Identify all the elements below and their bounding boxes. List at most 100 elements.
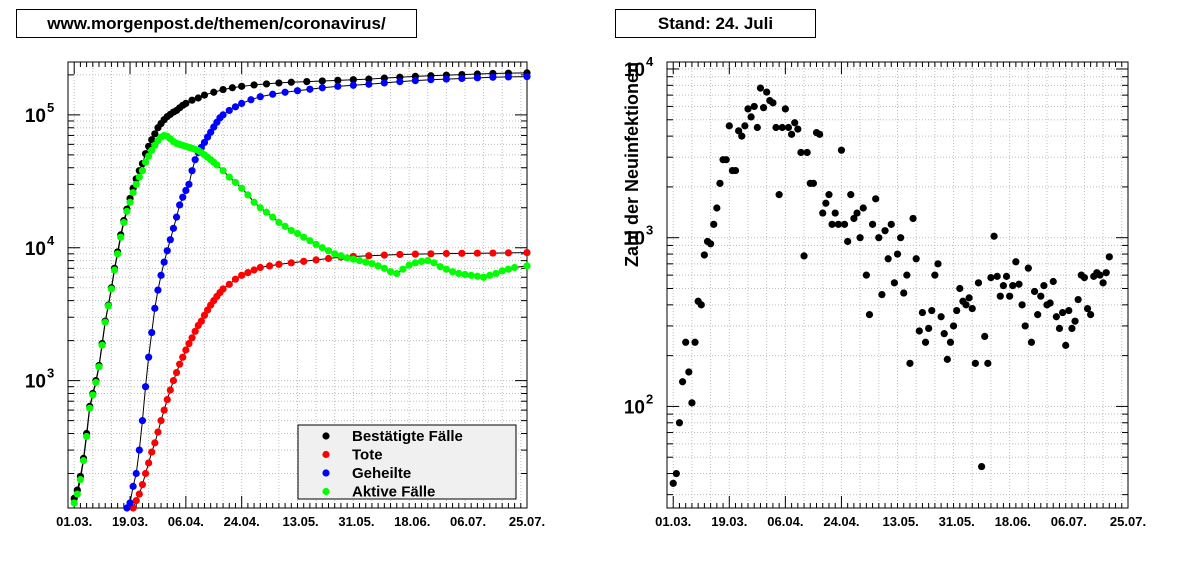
- legend-box: [297, 424, 517, 500]
- data-point: [225, 280, 233, 288]
- data-point: [129, 189, 137, 197]
- data-point: [523, 262, 531, 270]
- data-point: [318, 244, 326, 252]
- x-tick-label: 18.06.: [394, 514, 430, 529]
- data-point: [157, 417, 165, 425]
- data-point: [897, 234, 905, 242]
- data-point: [925, 324, 933, 333]
- data-point: [179, 353, 187, 361]
- y-tick-label: 10: [624, 60, 645, 81]
- data-point: [999, 282, 1008, 290]
- data-point: [756, 84, 765, 92]
- data-point: [411, 77, 419, 85]
- data-point: [906, 359, 914, 367]
- data-point: [840, 220, 849, 228]
- data-point: [380, 251, 388, 259]
- data-point: [934, 260, 942, 268]
- data-point: [163, 395, 171, 404]
- data-point: [73, 490, 81, 498]
- data-point: [141, 469, 150, 478]
- data-point: [725, 122, 733, 130]
- data-point: [1034, 311, 1042, 319]
- data-point: [244, 269, 252, 277]
- data-point: [163, 247, 171, 255]
- data-point: [275, 260, 283, 268]
- data-point: [120, 218, 128, 227]
- y-tick-exponent: 5: [47, 100, 54, 115]
- data-point: [349, 76, 357, 84]
- data-point: [250, 198, 258, 206]
- data-point: [281, 222, 289, 230]
- data-point: [816, 130, 824, 138]
- data-point: [132, 497, 140, 505]
- data-point: [987, 274, 995, 282]
- data-point: [219, 285, 227, 293]
- data-point: [132, 180, 140, 188]
- series-1: [129, 248, 531, 512]
- data-point: [179, 193, 187, 201]
- data-point: [182, 186, 190, 195]
- x-tick-label: 01.03.: [56, 514, 92, 529]
- legend-label: Aktive Fälle: [352, 484, 435, 501]
- data-point: [185, 339, 193, 348]
- data-point: [166, 236, 174, 244]
- data-point: [148, 136, 156, 144]
- data-point: [411, 259, 419, 267]
- data-point: [424, 257, 432, 265]
- x-tick-label: 19.03.: [711, 514, 747, 529]
- data-point: [859, 204, 867, 212]
- x-tick-label: 06.04.: [767, 514, 803, 529]
- data-point: [1055, 324, 1064, 333]
- data-point: [101, 318, 109, 326]
- legend-marker: [322, 469, 330, 477]
- data-point: [819, 209, 827, 217]
- data-point: [238, 82, 246, 90]
- data-point: [76, 475, 85, 484]
- x-tick-label: 01.03.: [655, 514, 691, 529]
- data-point: [881, 227, 889, 235]
- data-point: [225, 173, 233, 181]
- data-point: [172, 213, 181, 221]
- data-point: [710, 220, 718, 228]
- data-point: [262, 208, 271, 216]
- data-point: [893, 250, 902, 258]
- data-point: [160, 406, 168, 414]
- data-point: [380, 264, 388, 272]
- data-point: [981, 332, 989, 341]
- data-point: [176, 360, 184, 368]
- data-point: [856, 234, 864, 242]
- data-point: [971, 359, 979, 367]
- data-point: [157, 271, 165, 279]
- data-point: [110, 266, 119, 274]
- x-tick-label: 06.07.: [450, 514, 486, 529]
- data-point: [219, 85, 227, 94]
- data-point: [691, 338, 699, 346]
- data-point: [722, 156, 730, 164]
- data-point: [349, 81, 357, 89]
- data-point: [731, 166, 740, 175]
- data-point: [831, 209, 839, 217]
- data-point: [688, 399, 696, 407]
- data-point: [83, 432, 91, 441]
- data-point: [303, 78, 311, 86]
- data-point: [822, 199, 830, 207]
- data-point: [713, 204, 721, 212]
- data-point: [763, 88, 771, 96]
- data-point: [225, 106, 233, 115]
- data-point: [349, 255, 357, 263]
- data-point: [256, 204, 264, 212]
- data-point: [1024, 264, 1032, 272]
- data-point: [442, 249, 450, 258]
- data-point: [200, 138, 209, 147]
- data-point: [1099, 279, 1107, 287]
- data-point: [978, 462, 986, 471]
- data-point: [275, 218, 283, 227]
- data-point: [126, 499, 134, 507]
- data-point: [868, 220, 877, 228]
- data-point: [458, 74, 466, 83]
- data-point: [1006, 292, 1014, 300]
- data-point: [306, 237, 314, 245]
- data-point: [523, 248, 531, 257]
- data-point: [138, 167, 147, 175]
